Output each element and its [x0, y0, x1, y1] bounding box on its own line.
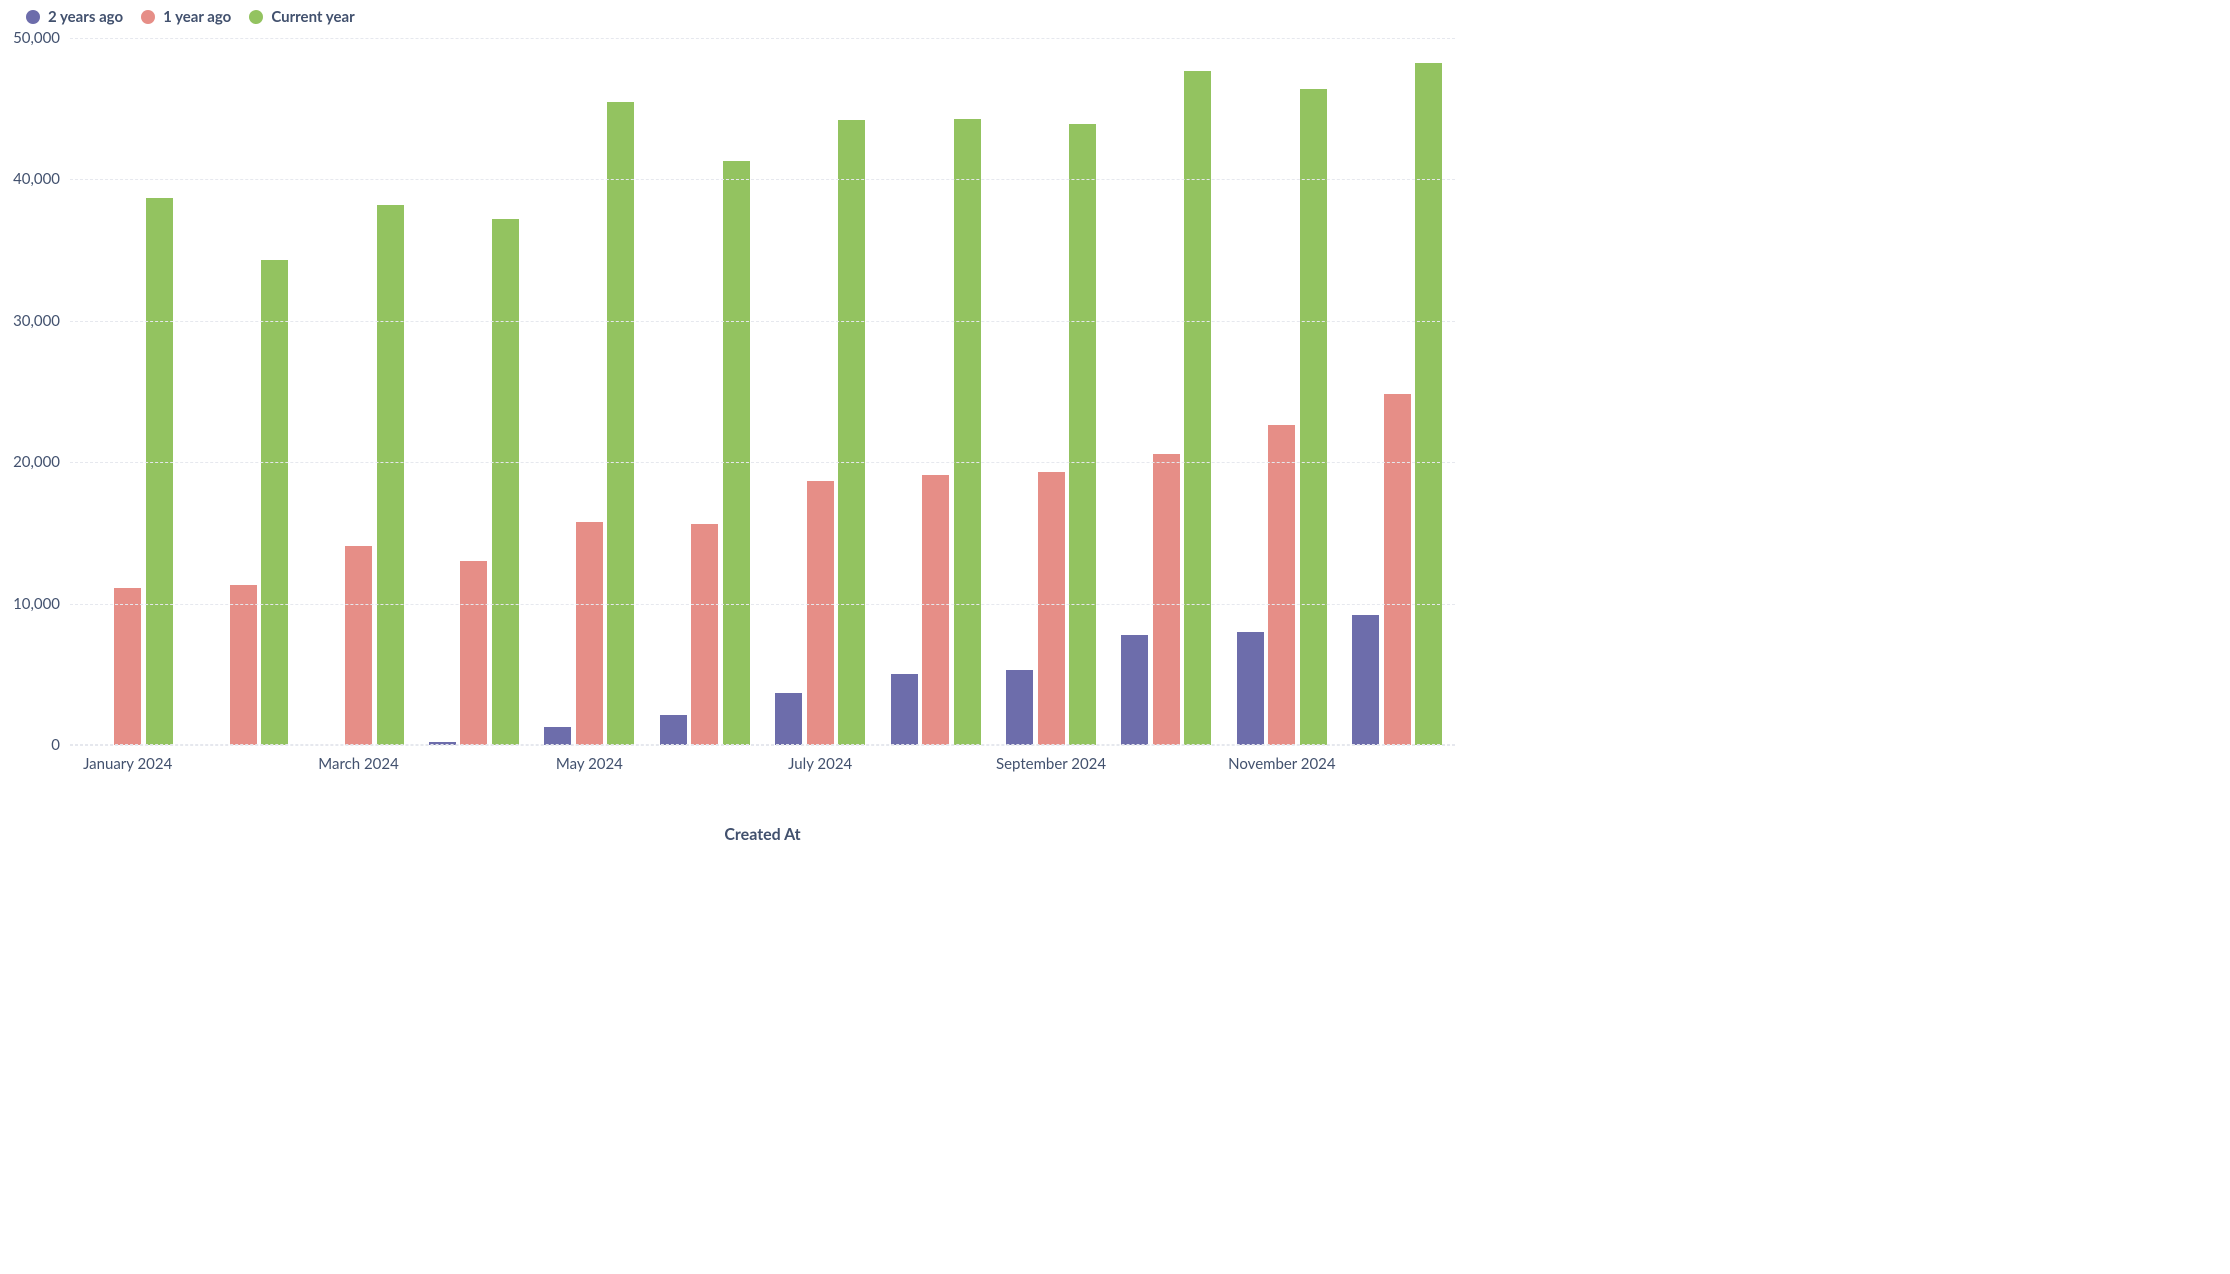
x-tick-label: March 2024 [318, 745, 398, 773]
bar[interactable] [1415, 63, 1442, 745]
bar[interactable] [691, 524, 718, 745]
x-tick-label: January 2024 [83, 745, 172, 773]
bar[interactable] [1006, 670, 1033, 745]
bar[interactable] [576, 522, 603, 745]
gridline [70, 604, 1455, 605]
bar[interactable] [660, 715, 687, 745]
y-tick-label: 40,000 [13, 170, 70, 188]
bars-layer [70, 38, 1455, 745]
gridline [70, 462, 1455, 463]
gridline [70, 321, 1455, 322]
bar[interactable] [1121, 635, 1148, 745]
bar[interactable] [544, 727, 571, 745]
bar[interactable] [230, 585, 257, 745]
x-tick-label: May 2024 [556, 745, 623, 773]
plot-inner: 010,00020,00030,00040,00050,000January 2… [70, 38, 1455, 745]
bar[interactable] [922, 475, 949, 745]
bar[interactable] [146, 198, 173, 745]
bar[interactable] [345, 546, 372, 745]
bar[interactable] [460, 561, 487, 745]
bar[interactable] [261, 260, 288, 745]
bar[interactable] [1069, 124, 1096, 745]
bar[interactable] [1153, 454, 1180, 745]
bar[interactable] [723, 161, 750, 745]
bar[interactable] [492, 219, 519, 745]
bar[interactable] [775, 693, 802, 745]
bar[interactable] [377, 205, 404, 745]
y-tick-label: 50,000 [13, 29, 70, 47]
x-tick-label: July 2024 [788, 745, 852, 773]
bar[interactable] [954, 119, 981, 745]
bar[interactable] [1300, 89, 1327, 745]
bar[interactable] [807, 481, 834, 745]
x-axis-title: Created At [70, 825, 1455, 844]
bar[interactable] [891, 674, 918, 745]
x-tick-label: September 2024 [996, 745, 1106, 773]
bar[interactable] [1352, 615, 1379, 745]
bar[interactable] [1237, 632, 1264, 745]
y-tick-label: 0 [51, 736, 70, 754]
chart: 2 years ago1 year agoCurrent year 010,00… [0, 0, 1480, 815]
bar[interactable] [1268, 425, 1295, 745]
bar[interactable] [838, 120, 865, 745]
plot-area: 0 10,000 20,000 30,000 40,000 50,000 January 2… [0, 0, 1480, 815]
bar[interactable] [1038, 472, 1065, 745]
gridline [70, 179, 1455, 180]
bar[interactable] [607, 102, 634, 745]
y-tick-label: 20,000 [13, 453, 70, 471]
gridline [70, 38, 1455, 39]
y-tick-label: 10,000 [13, 595, 70, 613]
x-tick-label: November 2024 [1228, 745, 1335, 773]
bar[interactable] [1384, 394, 1411, 745]
y-tick-label: 30,000 [13, 312, 70, 330]
bar[interactable] [1184, 71, 1211, 745]
bar[interactable] [114, 588, 141, 745]
